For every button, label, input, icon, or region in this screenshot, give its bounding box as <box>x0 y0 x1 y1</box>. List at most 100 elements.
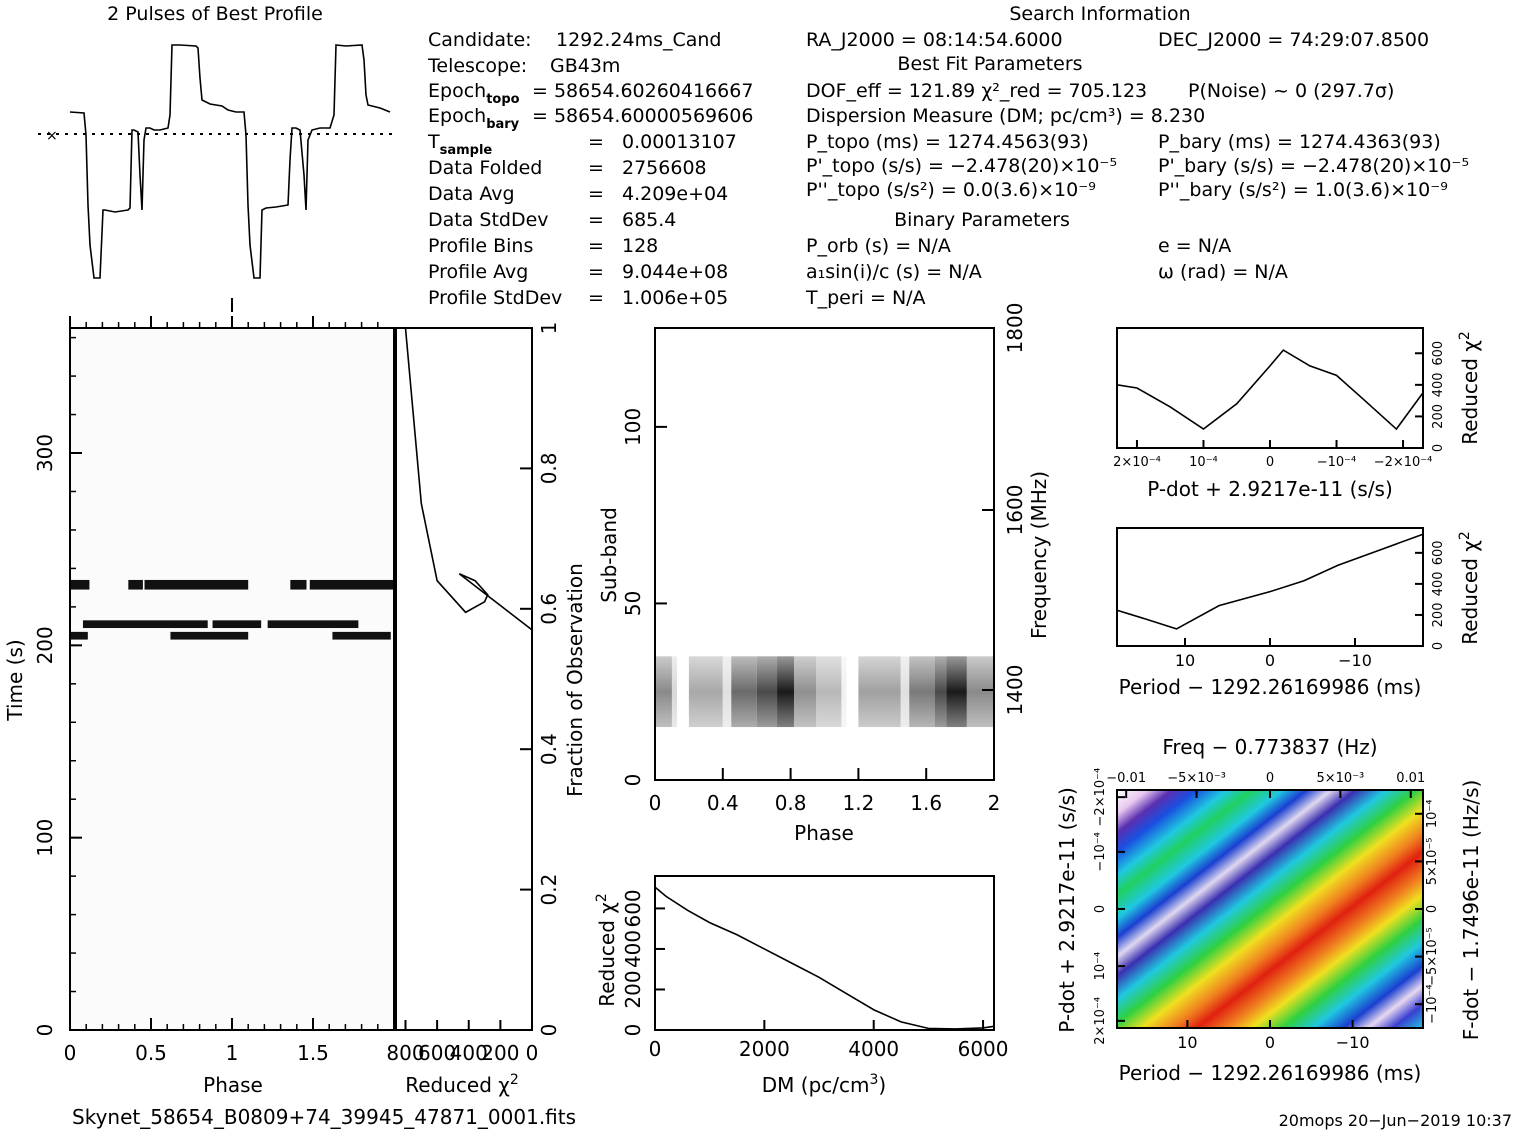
p-pdot-xtick-label: 0 <box>1265 1033 1275 1052</box>
profile-bins-label: Profile Bins <box>428 235 533 257</box>
candidate-value: 1292.24ms_Cand <box>556 29 722 51</box>
omega-value: ω (rad) = N/A <box>1158 261 1288 283</box>
svg-text:=: = <box>588 261 604 283</box>
profile-stddev-label: Profile StdDev <box>428 287 562 309</box>
chi-vs-time-xtick-label: 0 <box>526 1041 539 1065</box>
p-pdot-ytick-label: 0 <box>1093 905 1108 913</box>
epoch-topo-label: Epochtopo <box>428 80 520 107</box>
p-bary-value: P_bary (ms) = 1274.4363(93) <box>1158 131 1441 153</box>
p-pdot-ylabel-right: F-dot − 1.7496e-11 (Hz/s) <box>1459 780 1483 1041</box>
p-pdot-xtick-top-label: −0.01 <box>1106 771 1146 786</box>
profile-bins-value: 128 <box>622 235 658 257</box>
period-chi-xlabel: Period − 1292.26169986 (ms) <box>1119 675 1422 699</box>
dof-value: DOF_eff = 121.89 χ²_red = 705.123 <box>806 80 1147 102</box>
chi-vs-time-xlabel: Reduced χ2 <box>405 1072 519 1097</box>
dm-xtick-label: 4000 <box>848 1037 899 1061</box>
dm-frame <box>654 875 995 1031</box>
chi-vs-time-ytick-label: 0.6 <box>537 593 561 625</box>
footer-filename: Skynet_58654_B0809+74_39945_47871_0001.f… <box>72 1105 576 1129</box>
p-pdot-ytick-label: −10⁻⁴ <box>1093 832 1108 872</box>
period-ytick-label: 600 <box>1431 540 1446 565</box>
svg-text:=: = <box>588 183 604 205</box>
dm-xlabel: DM (pc/cm3) <box>762 1072 886 1097</box>
time-phase-ylabel: Time (s) <box>3 639 27 721</box>
p-noise-value: P(Noise) ~ 0 (297.7σ) <box>1188 80 1394 102</box>
subband-xtick-label: 1.6 <box>910 791 942 815</box>
epoch-topo-value: = 58654.60260416667 <box>532 80 753 102</box>
period-chi-panel: 10 0 −10 0 200 400 600 Period − 1292.26169986 … <box>1116 527 1482 699</box>
data-avg-value: 4.209e+04 <box>622 183 728 205</box>
time-phase-ticks: 0 0.5 1 1.5 0 100 200 300 <box>33 316 379 1065</box>
dm-xtick-label: 0 <box>649 1037 662 1061</box>
p-pdot-title: Freq − 0.773837 (Hz) <box>1162 735 1377 759</box>
period-xtick-label: 10 <box>1175 651 1195 670</box>
search-info-title: Search Information <box>1009 3 1190 25</box>
subband-xtick-label: 2 <box>988 791 1001 815</box>
data-folded-value: 2756608 <box>622 157 707 179</box>
time-phase-band-segment <box>170 631 249 640</box>
time-phase-band-segment <box>290 579 307 590</box>
period-xtick-label: −10 <box>1338 651 1372 670</box>
ecc-value: e = N/A <box>1158 235 1231 257</box>
profile-stddev-value: 1.006e+05 <box>622 287 728 309</box>
porb-value: P_orb (s) = N/A <box>806 235 951 257</box>
epoch-bary-value: = 58654.60000569606 <box>532 105 753 127</box>
period-chi-curve <box>1116 533 1424 630</box>
svg-text:=: = <box>588 131 604 153</box>
period-xtick-label: 0 <box>1265 651 1275 670</box>
svg-text:=: = <box>588 209 604 231</box>
subband-xtick-label: 0 <box>649 791 662 815</box>
data-stddev-label: Data StdDev <box>428 209 549 231</box>
binary-title: Binary Parameters <box>894 209 1070 231</box>
time-phase-band-segment <box>267 620 359 629</box>
chi-vs-time-xtick-label: 200 <box>481 1041 519 1065</box>
pdot-chi-curve <box>1116 349 1424 431</box>
pdot-chi-ylabel: Reduced χ2 <box>1457 331 1482 445</box>
p-pdot-xtick-label: −10 <box>1336 1033 1370 1052</box>
pdot-xtick-label: −2×10⁻⁴ <box>1374 455 1433 470</box>
dm-ylabel: Reduced χ2 <box>594 893 619 1007</box>
time-phase-band-segment <box>128 579 143 590</box>
pdot-chi-panel: 2×10⁻⁴ 10⁻⁴ 0 −10⁻⁴ −2×10⁻⁴ 0 200 400 600 P-dot … <box>1113 327 1482 501</box>
chi-vs-time-xtick-label: 600 <box>418 1041 456 1065</box>
chi-vs-time-curve <box>404 327 533 631</box>
profile-title: 2 Pulses of Best Profile <box>107 3 323 25</box>
time-phase-xtick-label: 0.5 <box>135 1041 167 1065</box>
time-phase-xlabel: Phase <box>203 1073 263 1097</box>
subband-xtick-label: 0.4 <box>707 791 739 815</box>
time-phase-xtick-label: 1 <box>226 1041 239 1065</box>
dm-ytick-label: 200 <box>621 970 645 1008</box>
pdot-topo-value: P'_topo (s/s) = −2.478(20)×10⁻⁵ <box>806 155 1117 177</box>
p-pdot-heatmap <box>1117 790 1423 1028</box>
subband-frame <box>654 327 995 781</box>
svg-text:=: = <box>588 287 604 309</box>
p-topo-value: P_topo (ms) = 1274.4563(93) <box>806 131 1089 153</box>
epoch-bary-label: Epochbary <box>428 105 520 132</box>
time-phase-ytick-label: 100 <box>33 819 57 857</box>
dm-ytick-label: 0 <box>621 1024 645 1037</box>
subband-bands <box>655 656 994 728</box>
ra-value: RA_J2000 = 08:14:54.6000 <box>806 29 1063 51</box>
chi-vs-time-ytick-label: 0 <box>537 1024 561 1037</box>
subband-band-shading <box>655 656 994 728</box>
subband-ticks: 0 0.4 0.8 1.2 1.6 2 0 50 100 1400 1600 1800 <box>621 303 1027 815</box>
subband-xlabel: Phase <box>794 821 854 845</box>
pdot-ytick-label: 600 <box>1431 341 1446 366</box>
pdot-xtick-label: 2×10⁻⁴ <box>1113 455 1161 470</box>
data-avg-label: Data Avg <box>428 183 515 205</box>
svg-text:=: = <box>588 157 604 179</box>
dec-value: DEC_J2000 = 74:29:07.8500 <box>1158 29 1429 51</box>
subband-ytick-right-label: 1600 <box>1003 485 1027 536</box>
p-pdot-xtick-top-label: 5×10⁻³ <box>1316 771 1364 786</box>
time-phase-xtick-label: 0 <box>64 1041 77 1065</box>
period-chi-ticks: 10 0 −10 0 200 400 600 <box>1175 540 1446 670</box>
candidate-info: Candidate: 1292.24ms_Cand Telescope: GB4… <box>427 29 753 309</box>
profile-plot: × <box>38 44 394 312</box>
telescope-value: GB43m <box>550 55 620 77</box>
p-pdot-ticks: 10 0 −10 −0.01 −5×10⁻³ 0 5×10⁻³ 0.01 2×10⁻⁴ 10⁻⁴ 0… <box>1093 768 1440 1052</box>
profile-curve <box>69 44 391 279</box>
subband-xtick-label: 0.8 <box>775 791 807 815</box>
p-pdot-ytick-label: −2×10⁻⁴ <box>1093 768 1108 827</box>
